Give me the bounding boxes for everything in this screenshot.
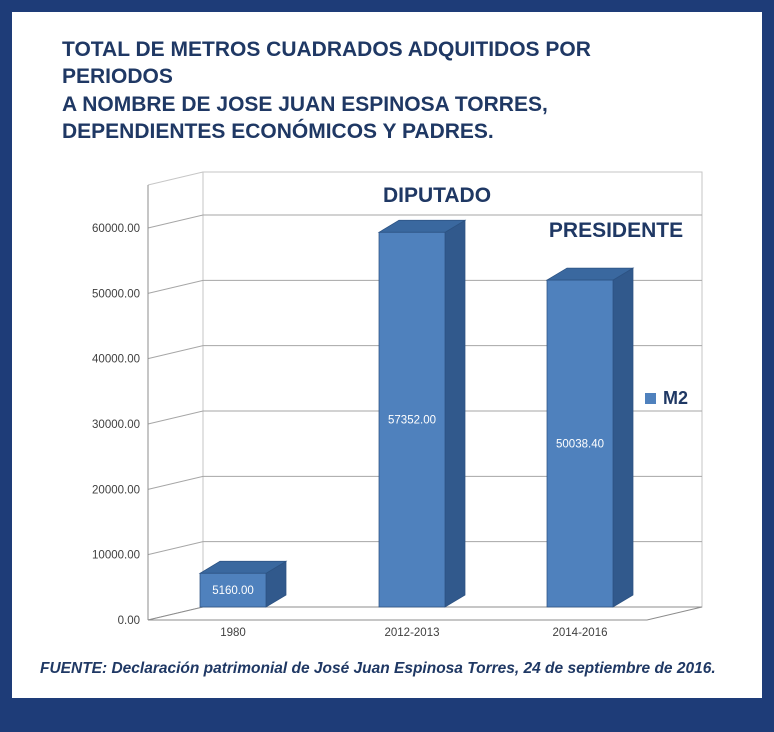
y-axis-tick-label: 0.00 xyxy=(118,615,140,627)
bar-value-label: 5160.00 xyxy=(212,585,254,597)
y-axis-tick-label: 50000.00 xyxy=(92,288,140,300)
x-axis-category-label: 1980 xyxy=(220,627,246,639)
bar-side-2012-2013 xyxy=(444,219,466,608)
gridline xyxy=(147,541,702,556)
y-axis-tick-label: 10000.00 xyxy=(92,550,140,562)
y-axis-tick-label: 20000.00 xyxy=(92,484,140,496)
bar-value-label: 57352.00 xyxy=(388,415,436,427)
source-footnote: FUENTE: Declaración patrimonial de José … xyxy=(40,660,716,677)
gridline xyxy=(147,410,702,425)
bar-value-label: 50038.40 xyxy=(556,439,604,451)
legend: M2 xyxy=(645,388,688,409)
annotation-presidente: PRESIDENTE xyxy=(548,219,684,242)
gridline xyxy=(147,345,702,360)
gridline xyxy=(147,214,702,229)
bar-2014-2016 xyxy=(546,279,614,608)
legend-marker-icon xyxy=(645,393,656,404)
bar-2012-2013 xyxy=(378,231,446,608)
gridline xyxy=(147,279,702,294)
chart-canvas: 0.00 10000.00 20000.00 30000.00 40000.00 5000… xyxy=(92,171,703,639)
wall-top-edge xyxy=(147,171,204,186)
floor xyxy=(147,606,703,621)
y-axis-tick-label: 60000.00 xyxy=(92,223,140,235)
y-axis-tick-label: 30000.00 xyxy=(92,419,140,431)
y-axis-tick-label: 40000.00 xyxy=(92,354,140,366)
x-axis-category-label: 2012-2013 xyxy=(385,627,440,639)
gridline xyxy=(147,475,702,490)
chart-area: 0.00 10000.00 20000.00 30000.00 40000.00 5000… xyxy=(40,165,730,643)
chart-title: TOTAL DE METROS CUADRADOS ADQUITIDOS POR… xyxy=(62,38,591,143)
x-axis-category-label: 2014-2016 xyxy=(553,627,608,639)
legend-label: M2 xyxy=(663,388,689,408)
annotation-diputado: DIPUTADO xyxy=(382,184,492,207)
bar-1980 xyxy=(199,572,267,608)
bar-side-2014-2016 xyxy=(612,267,634,608)
